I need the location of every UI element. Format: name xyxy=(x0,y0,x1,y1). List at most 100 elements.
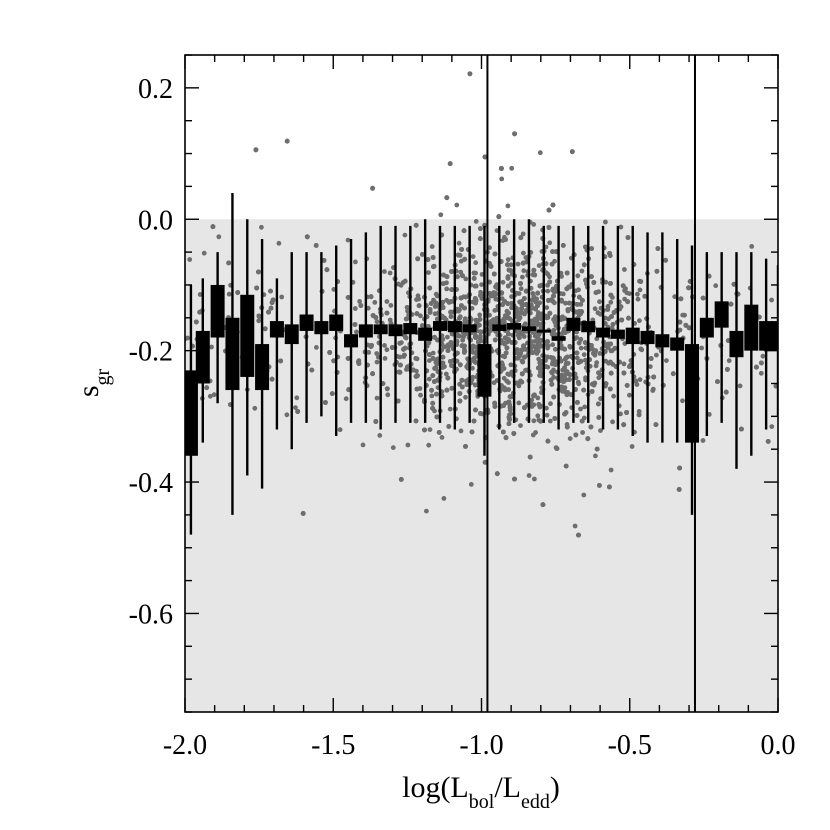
bin-box xyxy=(388,324,403,337)
scatter-point xyxy=(562,346,567,352)
scatter-point xyxy=(596,415,602,420)
scatter-point xyxy=(397,369,403,375)
scatter-point xyxy=(769,424,775,429)
scatter-point xyxy=(477,236,483,242)
scatter-point xyxy=(611,310,617,315)
scatter-point xyxy=(739,426,744,432)
scatter-point xyxy=(624,383,630,388)
scatter-point xyxy=(441,281,446,286)
scatter-point xyxy=(209,344,214,350)
scatter-point xyxy=(479,282,484,287)
scatter-point xyxy=(627,291,632,296)
bin-box xyxy=(685,344,700,443)
scatter-point xyxy=(266,309,271,315)
scatter-point xyxy=(564,286,570,292)
scatter-point xyxy=(479,272,485,277)
scatter-point xyxy=(331,358,337,364)
scatter-point xyxy=(444,195,450,201)
scatter-point xyxy=(439,435,445,440)
scatter-point xyxy=(554,446,560,451)
bin-box xyxy=(581,321,596,333)
scatter-point xyxy=(210,224,216,230)
scatter-point xyxy=(365,305,371,311)
bin-box xyxy=(699,317,714,338)
scatter-point xyxy=(478,291,484,297)
scatter-point xyxy=(459,303,464,308)
scatter-point xyxy=(462,348,468,354)
scatter-point xyxy=(519,347,525,353)
scatter-point xyxy=(545,438,551,444)
scatter-point xyxy=(416,296,422,302)
scatter-point xyxy=(197,292,203,297)
tick-labels: -2.0 -1.5 -1.0 -0.5 0.0 0.2 0.0 -0.2 -0.4 -0.6 xyxy=(129,74,796,761)
scatter-point xyxy=(534,343,540,349)
bin-box xyxy=(655,334,670,348)
scatter-point xyxy=(462,318,468,324)
x-tick-label: -1.5 xyxy=(311,730,355,761)
bin-box xyxy=(492,324,507,331)
scatter-point xyxy=(505,301,511,307)
scatter-point xyxy=(553,362,558,367)
scatter-point xyxy=(527,454,533,460)
scatter-point xyxy=(621,361,627,367)
scatter-point xyxy=(382,356,388,361)
scatter-point xyxy=(458,295,464,301)
scatter-point xyxy=(522,354,527,360)
scatter-point xyxy=(519,371,525,377)
scatter-point xyxy=(726,358,732,364)
scatter-point xyxy=(574,355,580,361)
scatter-point xyxy=(544,305,550,310)
scatter-point xyxy=(670,371,676,377)
scatter-point xyxy=(532,476,537,482)
scatter-point xyxy=(431,263,437,269)
scatter-point xyxy=(477,312,483,318)
scatter-point xyxy=(462,256,468,262)
scatter-point xyxy=(432,379,437,384)
scatter-point xyxy=(448,340,454,345)
scatter-point xyxy=(463,294,469,300)
scatter-point xyxy=(706,412,712,417)
scatter-point xyxy=(637,377,643,382)
scatter-point xyxy=(546,225,552,230)
scatter-point xyxy=(395,398,401,404)
scatter-point xyxy=(580,430,585,435)
scatter-point xyxy=(384,310,390,316)
scatter-point xyxy=(432,334,437,340)
scatter-point xyxy=(284,412,290,418)
scatter-point xyxy=(589,389,595,394)
scatter-point xyxy=(434,391,439,397)
scatter-point xyxy=(564,270,570,276)
scatter-point xyxy=(300,511,306,516)
scatter-point xyxy=(426,270,431,275)
scatter-point xyxy=(405,442,411,448)
x-tick-label: -2.0 xyxy=(163,730,207,761)
scatter-point xyxy=(598,311,603,317)
scatter-point xyxy=(608,292,614,298)
scatter-point xyxy=(560,291,566,297)
scatter-point xyxy=(387,317,393,323)
scatter-point xyxy=(428,301,434,306)
scatter-point xyxy=(760,353,766,359)
x-tick-label: -1.0 xyxy=(459,730,503,761)
scatter-point xyxy=(443,371,449,377)
scatter-point xyxy=(413,356,419,361)
scatter-point xyxy=(388,303,394,308)
scatter-point xyxy=(534,296,539,302)
scatter-point xyxy=(563,410,569,415)
scatter-point xyxy=(502,335,508,341)
scatter-point xyxy=(563,300,568,306)
scatter-point xyxy=(749,244,755,249)
scatter-point xyxy=(638,346,644,352)
binned-boxes xyxy=(185,192,778,535)
scatter-point xyxy=(559,297,564,303)
scatter-point xyxy=(626,315,631,321)
scatter-point xyxy=(456,240,462,246)
scatter-point xyxy=(505,274,511,280)
scatter-point xyxy=(574,413,580,418)
scatter-point xyxy=(532,339,538,344)
scatter-point xyxy=(596,370,601,376)
scatter-point xyxy=(723,389,729,395)
scatter-point xyxy=(575,273,581,279)
scatter-point xyxy=(508,394,514,400)
scatter-point xyxy=(620,283,626,289)
